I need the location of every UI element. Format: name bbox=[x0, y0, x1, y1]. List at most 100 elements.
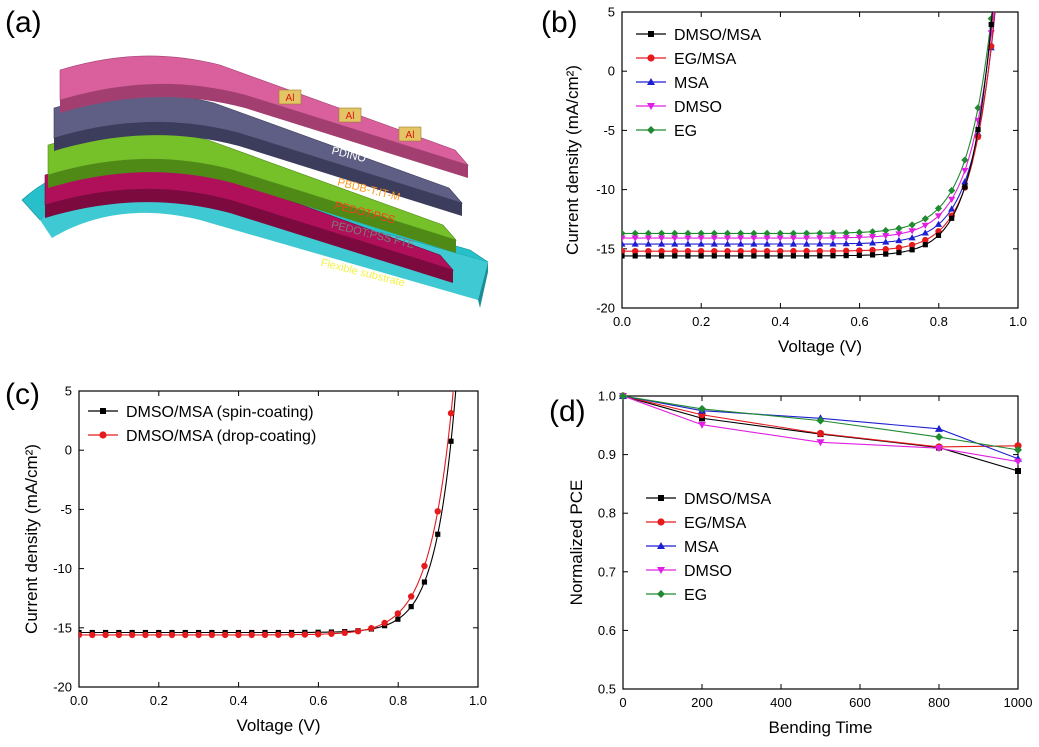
device-stack-illustration: AlAlAlPDINOPBDB-T:IT-MPEDOT:PSSPEDOT:PSS… bbox=[21, 55, 489, 308]
data-point bbox=[381, 619, 388, 627]
data-point bbox=[631, 235, 639, 242]
data-point bbox=[632, 253, 638, 259]
plot-area bbox=[622, 12, 996, 259]
data-point bbox=[974, 104, 982, 112]
data-point bbox=[803, 247, 810, 255]
x-tick-label: 600 bbox=[849, 695, 871, 710]
data-point bbox=[208, 631, 216, 639]
data-point bbox=[301, 631, 309, 638]
legend-label: DMSO/MSA (drop-coating) bbox=[126, 428, 316, 445]
data-point bbox=[723, 235, 732, 242]
data-point bbox=[776, 229, 784, 237]
data-point bbox=[195, 631, 202, 639]
data-point bbox=[622, 240, 626, 247]
data-point bbox=[697, 235, 705, 242]
data-point bbox=[776, 235, 784, 242]
x-tick-label: 0.6 bbox=[309, 693, 327, 708]
data-point bbox=[803, 235, 811, 242]
data-point bbox=[435, 531, 441, 537]
data-point bbox=[777, 247, 784, 255]
data-point bbox=[948, 205, 956, 212]
al-electrode bbox=[338, 107, 362, 123]
chart-c-jv-curves: 0.0 0.2 0.4 0.6 0.8 1.0 5 0 -5 -10 -15 -20 Voltage (… bbox=[22, 384, 487, 736]
y-tick-label: -15 bbox=[596, 241, 615, 256]
data-point bbox=[710, 229, 718, 238]
pdino-layer bbox=[59, 55, 469, 178]
y-tick-label: 0.9 bbox=[598, 447, 616, 462]
data-point bbox=[235, 631, 242, 639]
data-point bbox=[921, 215, 929, 223]
data-point bbox=[882, 233, 890, 240]
al-electrode-label: Al bbox=[346, 111, 355, 122]
pbdb-layer-edge bbox=[54, 122, 462, 216]
data-point bbox=[737, 247, 744, 255]
data-point bbox=[99, 431, 107, 439]
plot-frame bbox=[78, 390, 479, 688]
data-point bbox=[647, 126, 655, 134]
plot-frame bbox=[621, 11, 1019, 309]
data-point bbox=[698, 421, 706, 429]
data-point bbox=[657, 229, 666, 238]
data-point bbox=[421, 562, 428, 570]
chart-d-normalized-pce: 0 200 400 600 800 1000 1.0 0.9 0.8 0.7 0.6 0.5 Bendi… bbox=[567, 389, 1032, 738]
x-tick-label: 0.8 bbox=[930, 314, 948, 329]
panel-label-b: (b) bbox=[541, 6, 578, 39]
x-tick-label: 1.0 bbox=[469, 693, 487, 708]
data-point bbox=[671, 240, 679, 247]
data-point bbox=[935, 424, 943, 432]
data-point bbox=[763, 229, 771, 237]
y-axis-label: Current density (mA/cm²) bbox=[563, 65, 582, 255]
data-point bbox=[644, 240, 652, 247]
panel-label-d: (d) bbox=[549, 395, 586, 428]
data-point bbox=[1015, 468, 1021, 475]
data-point bbox=[816, 439, 825, 447]
y-tick-label: 0.8 bbox=[598, 506, 616, 521]
data-point bbox=[645, 253, 651, 259]
legend-label: EG/MSA bbox=[684, 515, 747, 532]
data-point bbox=[803, 229, 811, 237]
y-tick-label: 0.7 bbox=[598, 564, 616, 579]
data-point bbox=[842, 247, 850, 255]
legend-label: MSA bbox=[684, 539, 719, 556]
data-point bbox=[883, 251, 889, 257]
data-point bbox=[751, 253, 757, 259]
data-point bbox=[738, 253, 744, 259]
y-tick-label: 0 bbox=[65, 443, 72, 458]
data-point bbox=[842, 235, 850, 242]
data-point bbox=[724, 253, 731, 259]
data-point bbox=[816, 416, 825, 425]
data-point bbox=[817, 253, 823, 259]
data-point bbox=[685, 253, 691, 259]
x-tick-label: 800 bbox=[928, 695, 950, 710]
y-tick-label: -15 bbox=[53, 620, 72, 635]
x-tick-label: 0.4 bbox=[771, 314, 789, 329]
y-tick-label: 0.5 bbox=[598, 682, 616, 697]
data-point bbox=[934, 213, 943, 220]
x-tick-label: 200 bbox=[691, 695, 713, 710]
data-point bbox=[829, 247, 837, 255]
data-point bbox=[790, 247, 797, 255]
data-point bbox=[671, 247, 678, 255]
data-point bbox=[868, 239, 877, 246]
y-tick-label: -20 bbox=[53, 680, 72, 695]
data-point bbox=[750, 247, 758, 255]
data-point bbox=[842, 229, 850, 237]
data-point bbox=[737, 235, 745, 242]
data-point bbox=[684, 247, 692, 255]
data-point bbox=[723, 240, 732, 247]
y-tick-label: 0.6 bbox=[598, 623, 616, 638]
data-point bbox=[737, 240, 745, 247]
series-eg bbox=[619, 392, 1022, 454]
data-point bbox=[908, 221, 916, 229]
data-point bbox=[142, 631, 149, 639]
series-dmso bbox=[622, 12, 995, 242]
data-point bbox=[248, 631, 255, 639]
data-point bbox=[658, 495, 664, 501]
data-point bbox=[921, 222, 929, 229]
data-point bbox=[829, 235, 837, 242]
data-point bbox=[631, 240, 639, 247]
data-point bbox=[697, 240, 705, 247]
x-axis-label: Bending Time bbox=[769, 718, 873, 737]
data-point bbox=[155, 631, 162, 639]
data-point bbox=[697, 229, 705, 238]
